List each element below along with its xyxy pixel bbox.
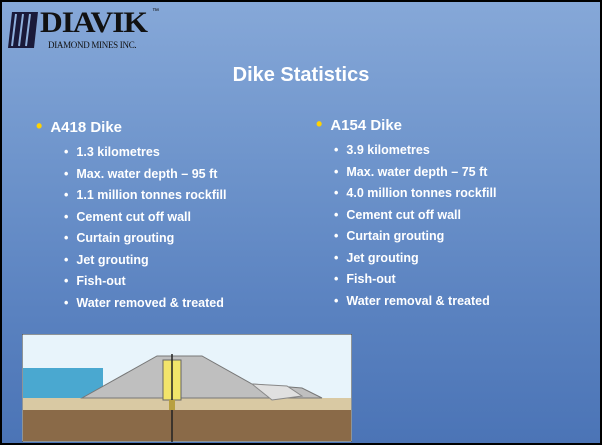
bullet-item: Curtain grouting [64, 231, 174, 245]
bullet-item: Water removed & treated [64, 296, 224, 310]
bullet-item: 1.3 kilometres [64, 145, 159, 159]
bullet-item: Jet grouting [334, 251, 418, 265]
dike-diagram [22, 334, 352, 442]
bullet-item: Jet grouting [64, 253, 148, 267]
bullet-item: Cement cut off wall [64, 210, 191, 224]
slide-title: Dike Statistics [232, 64, 370, 86]
bullet-item: Cement cut off wall [334, 208, 461, 222]
bullet-item: Curtain grouting [334, 229, 444, 243]
logo-trademark: ™ [152, 8, 159, 15]
bullet-item: Fish-out [334, 272, 395, 286]
logo-name: DIAVIK [40, 6, 148, 39]
logo-subtitle: DIAMOND MINES INC. [48, 40, 137, 50]
logo-icon [8, 12, 38, 48]
column-heading: A154 Dike [316, 114, 402, 135]
bullet-item: Max. water depth – 95 ft [64, 167, 217, 181]
column-heading: A418 Dike [36, 116, 122, 137]
bullet-item: Max. water depth – 75 ft [334, 165, 487, 179]
bullet-item: 4.0 million tonnes rockfill [334, 186, 496, 200]
bullet-item: 1.1 million tonnes rockfill [64, 188, 226, 202]
bullet-item: 3.9 kilometres [334, 143, 429, 157]
bullet-item: Water removal & treated [334, 294, 489, 308]
bullet-item: Fish-out [64, 274, 125, 288]
